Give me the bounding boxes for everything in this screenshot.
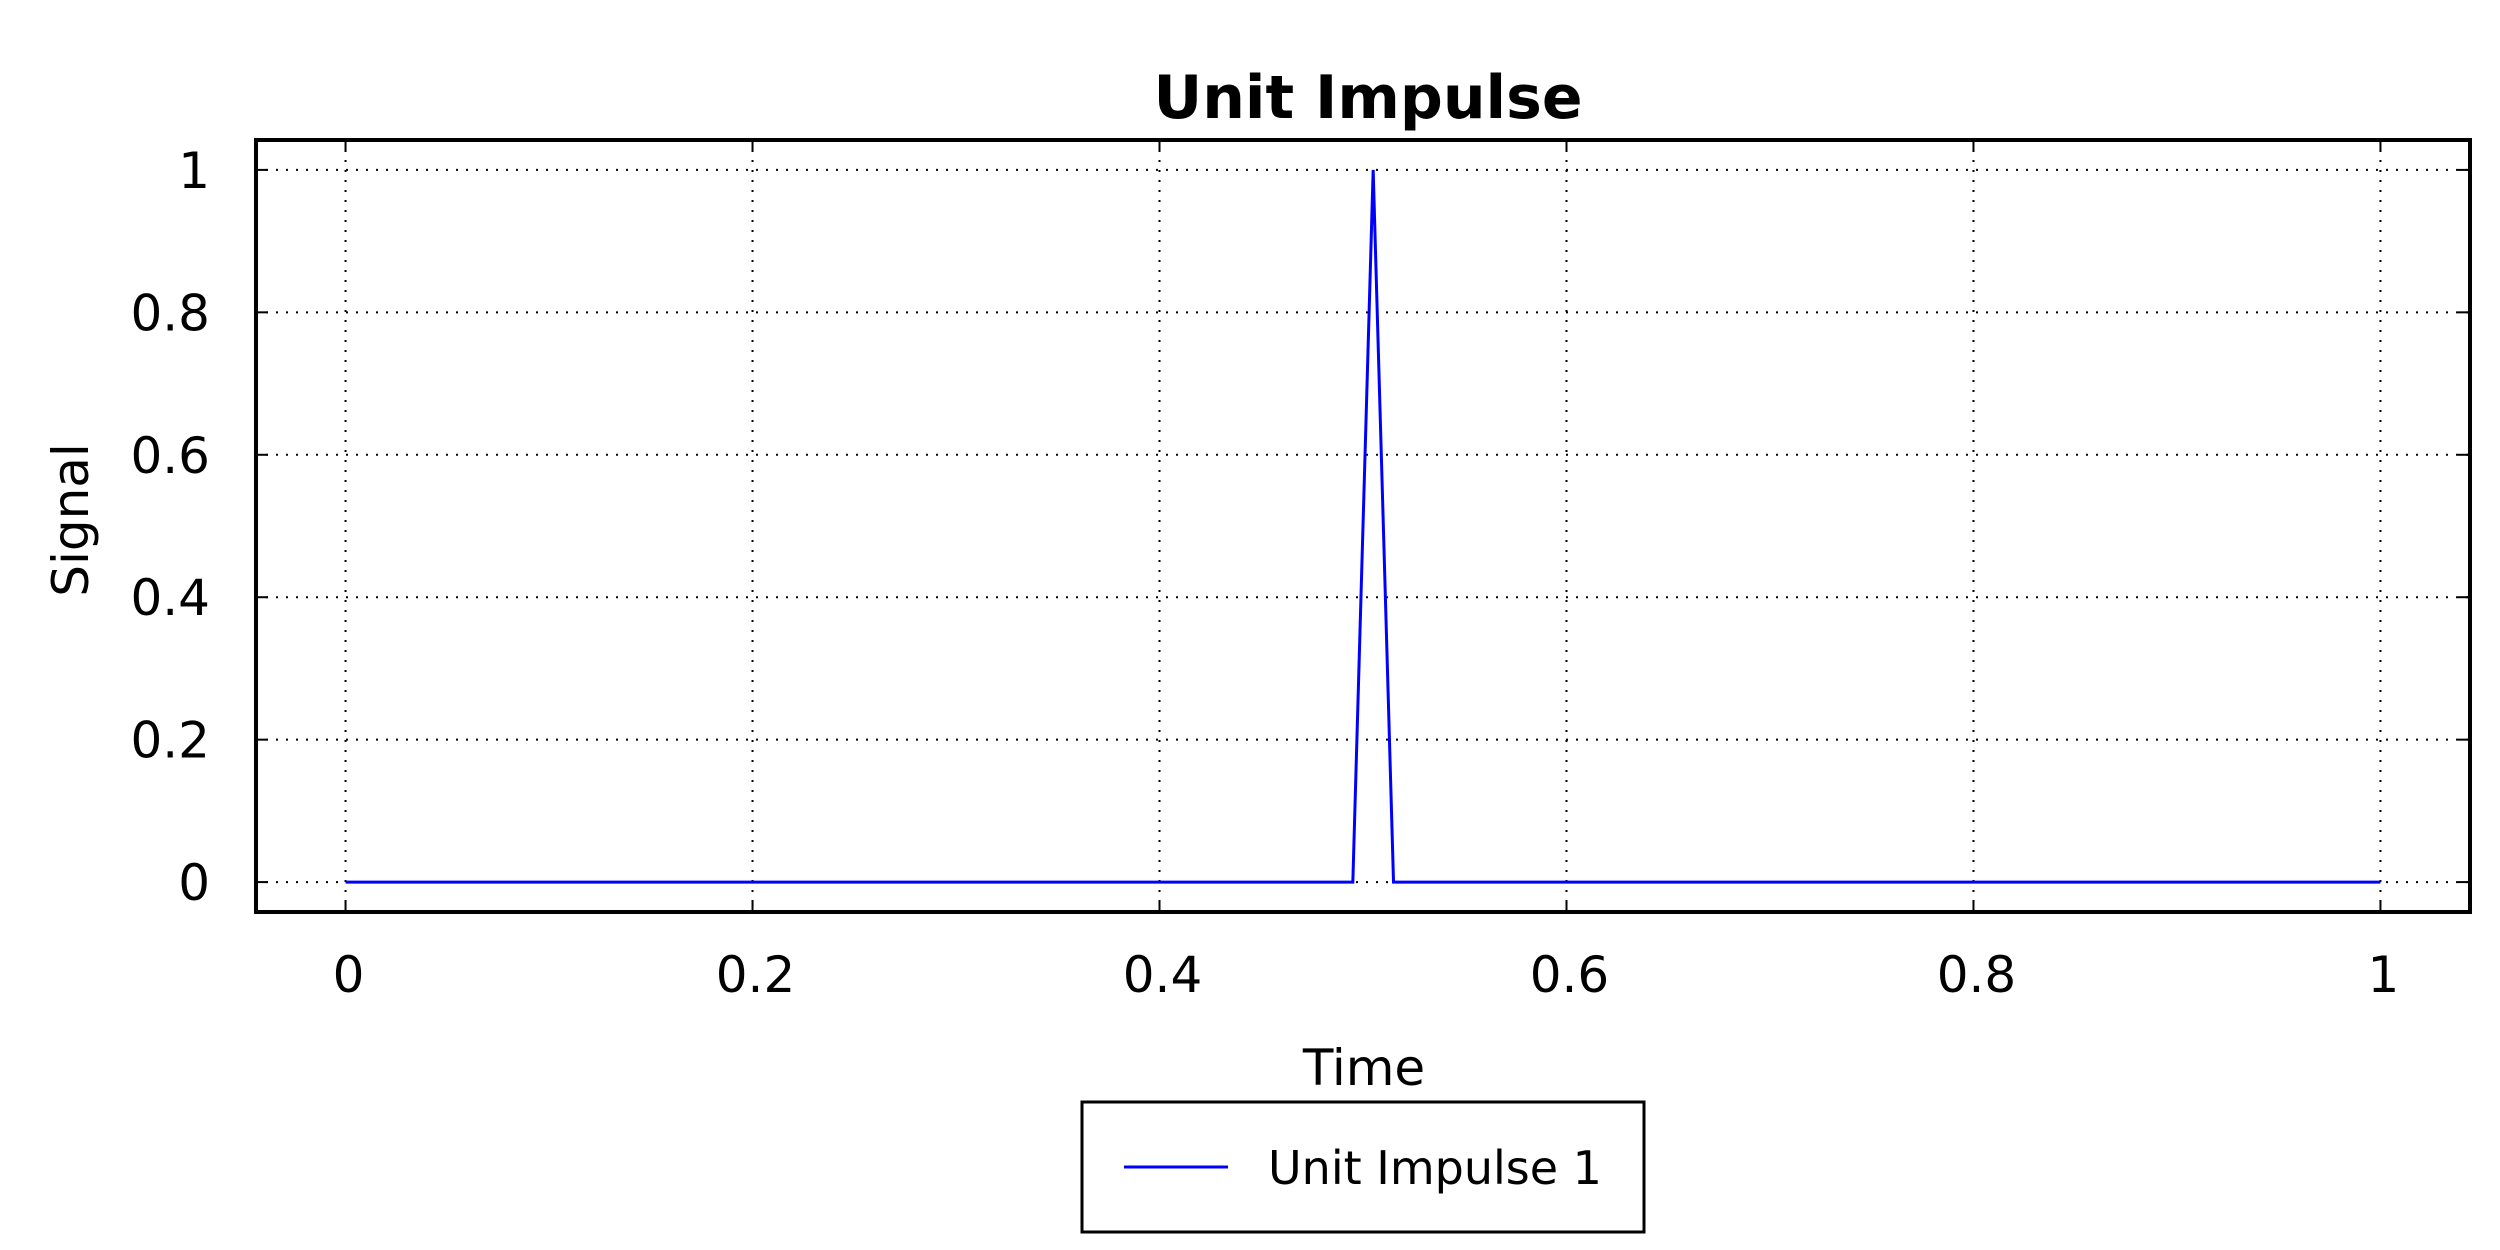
y-tick-label-0: 0 [178, 854, 210, 912]
y-axis-label: Signal [42, 443, 100, 597]
x-tick-label-0-2: 0.2 [716, 946, 796, 1004]
x-tick-label-0: 0 [333, 946, 365, 1004]
y-tick-label-1: 1 [178, 142, 210, 200]
y-tick-label-0-8: 0.8 [130, 284, 210, 342]
x-axis-label: Time [1302, 1039, 1425, 1097]
legend: Unit Impulse 1 [1080, 1100, 1646, 1234]
x-tick-label-0-8: 0.8 [1937, 946, 2017, 1004]
series-group [345, 169, 2381, 884]
x-tick-label-1: 1 [2368, 946, 2400, 1004]
y-tick-label-0-2: 0.2 [130, 712, 210, 770]
series-line-unit-impulse-1 [345, 169, 2381, 884]
chart-title: Unit Impulse [1153, 63, 1582, 133]
x-tick-label-0-6: 0.6 [1530, 946, 1610, 1004]
x-tick-labels: 0 0.2 0.4 0.6 0.8 1 [333, 946, 2400, 1004]
y-tick-label-0-6: 0.6 [130, 427, 210, 485]
y-tick-label-0-4: 0.4 [130, 569, 210, 627]
y-tick-labels: 0 0.2 0.4 0.6 0.8 1 [130, 142, 210, 912]
x-tick-label-0-4: 0.4 [1123, 946, 1203, 1004]
plot-area-frame [254, 138, 2472, 914]
legend-entry-unit-impulse-1: Unit Impulse 1 [1268, 1141, 1602, 1195]
